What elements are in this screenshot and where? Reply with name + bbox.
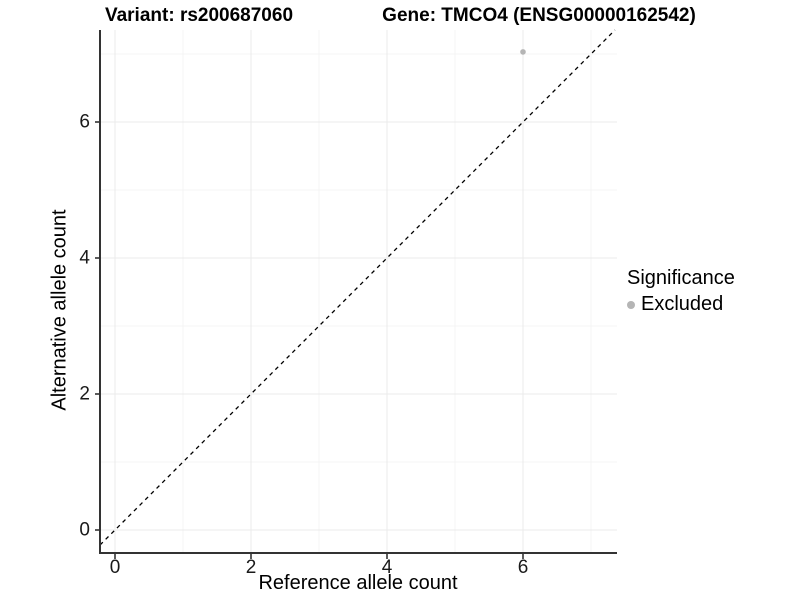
y-tick-label-2: 2	[79, 383, 90, 405]
y-axis-title: Alternative allele count	[48, 209, 71, 411]
y-tick-label-6: 6	[79, 111, 90, 133]
y-tick-label-4: 4	[79, 247, 90, 269]
x-tick-label-4: 4	[381, 557, 393, 578]
tick-marks	[95, 121, 524, 559]
data-point	[520, 49, 526, 55]
axis-lines	[99, 30, 617, 554]
x-tick-label-0: 0	[109, 557, 121, 578]
grid-minor	[100, 30, 617, 553]
legend: Significance Excluded	[627, 267, 735, 316]
x-axis-title: Reference allele count	[258, 572, 458, 594]
variant-title: Variant: rs200687060	[104, 5, 294, 26]
identity-reference-line	[99, 29, 616, 546]
data-points-layer	[520, 49, 526, 55]
gene-title: Gene: TMCO4 (ENSG00000162542)	[382, 5, 696, 26]
y-tick-label-0: 0	[79, 519, 90, 541]
x-tick-label-2: 2	[245, 557, 257, 578]
grid-major	[100, 30, 617, 553]
x-tick-label-6: 6	[517, 557, 529, 578]
legend-item-excluded: Excluded	[627, 293, 735, 316]
excluded-point-icon	[627, 300, 635, 309]
legend-item-label: Excluded	[641, 293, 724, 315]
legend-title: Significance	[627, 267, 735, 289]
